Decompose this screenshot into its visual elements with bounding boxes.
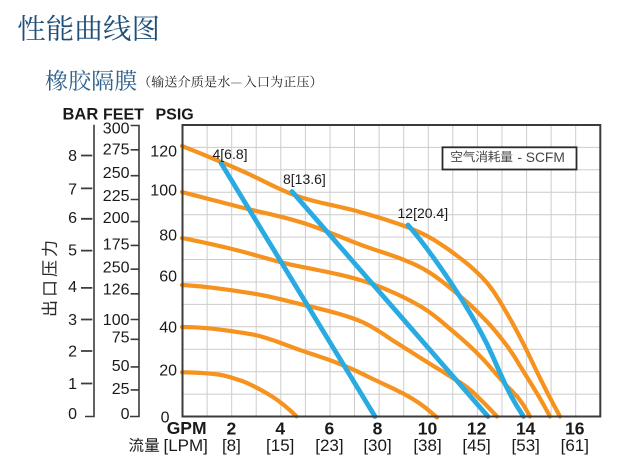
svg-text:50: 50 — [112, 358, 130, 375]
svg-text:PSIG: PSIG — [156, 107, 194, 124]
svg-text:16: 16 — [565, 418, 585, 438]
svg-text:250: 250 — [103, 260, 130, 277]
svg-text:BAR: BAR — [63, 106, 99, 124]
svg-text:[LPM]: [LPM] — [164, 436, 208, 455]
svg-text:25: 25 — [112, 381, 130, 398]
svg-text:[38]: [38] — [413, 436, 441, 455]
svg-text:4[6.8]: 4[6.8] — [213, 146, 248, 162]
svg-text:100: 100 — [150, 183, 177, 200]
svg-text:[8]: [8] — [222, 436, 241, 455]
svg-text:8[13.6]: 8[13.6] — [283, 171, 326, 187]
svg-text:126: 126 — [103, 282, 130, 299]
svg-text:120: 120 — [150, 144, 177, 161]
svg-text:0: 0 — [121, 406, 130, 423]
svg-text:8: 8 — [373, 418, 383, 438]
svg-text:6: 6 — [68, 210, 77, 227]
svg-text:275: 275 — [103, 142, 130, 159]
svg-text:2: 2 — [68, 344, 77, 361]
svg-text:8: 8 — [68, 148, 77, 165]
svg-text:60: 60 — [159, 269, 177, 286]
svg-text:[15]: [15] — [266, 436, 294, 455]
svg-text:40: 40 — [159, 320, 177, 337]
svg-text:[30]: [30] — [363, 436, 391, 455]
svg-text:200: 200 — [103, 210, 130, 227]
svg-text:20: 20 — [159, 363, 177, 380]
svg-text:75: 75 — [112, 330, 130, 347]
svg-text:2: 2 — [227, 418, 237, 438]
svg-text:5: 5 — [68, 243, 77, 260]
svg-text:250: 250 — [103, 165, 130, 182]
svg-text:0: 0 — [161, 409, 170, 426]
svg-text:FEET: FEET — [103, 107, 144, 124]
svg-text:1: 1 — [68, 376, 77, 393]
svg-text:GPM: GPM — [167, 418, 207, 438]
svg-text:0: 0 — [68, 406, 77, 423]
svg-text:100: 100 — [103, 312, 130, 329]
svg-text:[61]: [61] — [561, 436, 589, 455]
svg-text:6: 6 — [325, 418, 335, 438]
svg-text:14: 14 — [516, 418, 536, 438]
svg-text:225: 225 — [103, 188, 130, 205]
svg-text:- SCFM: - SCFM — [514, 150, 565, 165]
svg-text:[45]: [45] — [462, 436, 490, 455]
svg-text:12[20.4]: 12[20.4] — [398, 205, 449, 221]
svg-text:3: 3 — [68, 312, 77, 329]
svg-text:4: 4 — [275, 418, 285, 438]
svg-text:80: 80 — [159, 228, 177, 245]
svg-text:4: 4 — [68, 279, 77, 296]
svg-text:10: 10 — [418, 418, 438, 438]
svg-text:7: 7 — [68, 182, 77, 199]
svg-text:[53]: [53] — [512, 436, 540, 455]
svg-text:175: 175 — [103, 236, 130, 253]
svg-text:12: 12 — [467, 418, 487, 438]
svg-text:300: 300 — [103, 121, 130, 138]
svg-text:[23]: [23] — [315, 436, 343, 455]
